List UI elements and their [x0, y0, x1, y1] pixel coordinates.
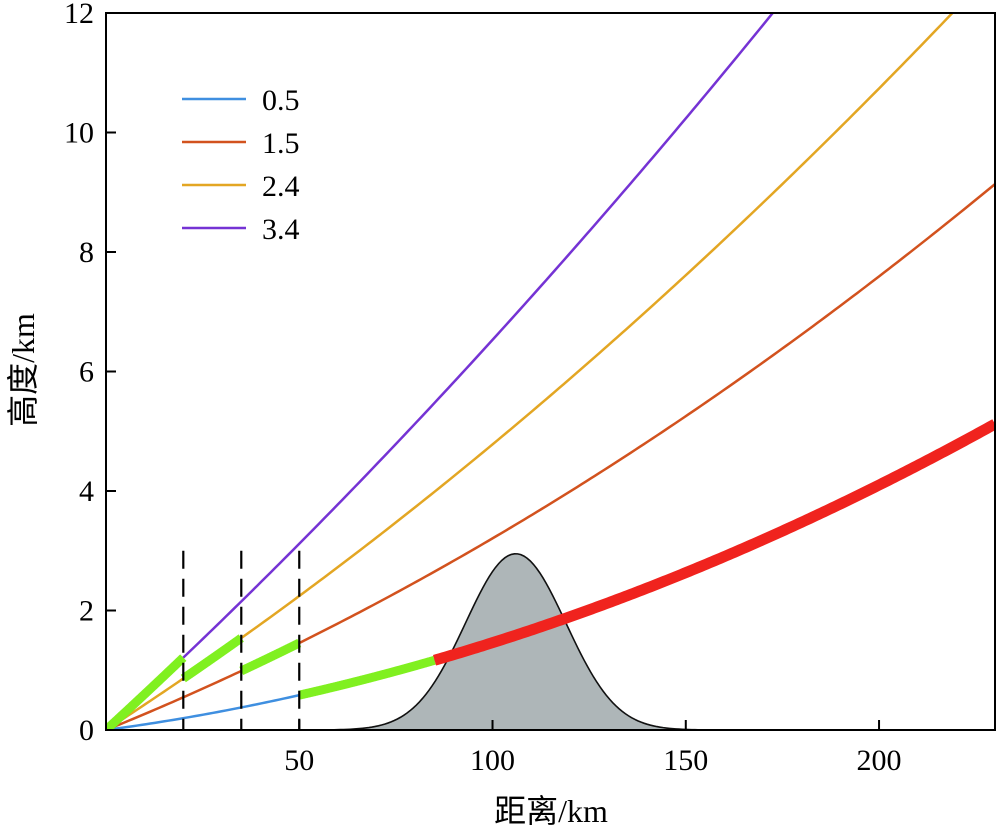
series-line-2.4	[106, 13, 955, 730]
highlight-segment-3	[239, 638, 302, 675]
legend: 0.5 1.5 2.4 3.4	[182, 84, 300, 246]
x-axis-label: 距离/km	[494, 793, 608, 829]
axes: 0 2 4 6 8 10 12 50 100 150 200	[64, 0, 996, 777]
legend-label-1.5: 1.5	[262, 127, 300, 160]
y-tick-label-0: 0	[79, 714, 94, 747]
x-tick-label-150: 150	[663, 744, 708, 777]
legend-label-3.4: 3.4	[262, 213, 300, 246]
plot-area	[106, 13, 995, 730]
y-tick-label-10: 10	[64, 117, 94, 150]
y-tick-label-8: 8	[79, 236, 94, 269]
y-tick-label-2: 2	[79, 595, 94, 628]
x-tick-label-200: 200	[857, 744, 902, 777]
y-tick-label-4: 4	[79, 475, 94, 508]
highlight-segment-4	[298, 655, 436, 700]
x-tick-label-100: 100	[470, 744, 515, 777]
x-tick-label-50: 50	[284, 744, 314, 777]
highlight-segment-1	[106, 654, 187, 730]
y-axis-label: 高度/km	[5, 313, 41, 427]
y-tick-label-6: 6	[79, 356, 94, 389]
series-line-3.4	[106, 13, 775, 730]
y-tick-label-12: 12	[64, 0, 94, 30]
legend-label-2.4: 2.4	[262, 170, 300, 203]
plot-clipped	[106, 13, 995, 730]
legend-label-0.5: 0.5	[262, 84, 300, 117]
terrain-area	[264, 552, 771, 730]
highlight-segment-2	[180, 634, 244, 683]
highlight-segment-5	[432, 419, 995, 666]
